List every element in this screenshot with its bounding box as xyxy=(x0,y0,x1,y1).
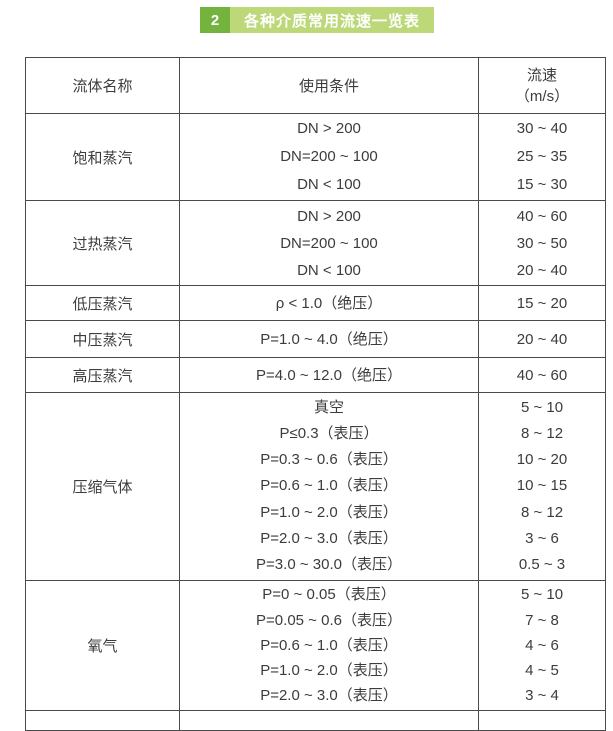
condition-line: P=0.6 ~ 1.0（表压） xyxy=(260,636,398,654)
table-header: 流体名称 使用条件 流速 （m/s） xyxy=(25,57,606,114)
condition-line: DN < 100 xyxy=(297,261,361,279)
table-row: 高压蒸汽 P=4.0 ~ 12.0（绝压） 40 ~ 60 xyxy=(25,357,606,393)
condition-line: DN=200 ~ 100 xyxy=(280,234,378,252)
condition-cell: P=4.0 ~ 12.0（绝压） xyxy=(179,357,479,393)
condition-line: DN=200 ~ 100 xyxy=(280,148,378,166)
section-header: 2 各种介质常用流速一览表 xyxy=(200,7,435,33)
velocity-line: 4 ~ 6 xyxy=(525,636,559,654)
velocity-cell: 15 ~ 20 xyxy=(478,285,606,321)
condition-line: P=2.0 ~ 3.0（表压） xyxy=(260,529,398,547)
section-title: 各种介质常用流速一览表 xyxy=(230,7,435,33)
condition-cell: 真空 P≤0.3（表压） P=0.3 ~ 0.6（表压） P=0.6 ~ 1.0（表压… xyxy=(179,392,479,581)
fluid-name-cell: 中压蒸汽 xyxy=(25,320,180,358)
velocity-line: 30 ~ 50 xyxy=(516,234,568,252)
table-row: 低压蒸汽 ρ < 1.0（绝压） 15 ~ 20 xyxy=(25,285,606,321)
condition-line: P=3.0 ~ 30.0（表压） xyxy=(256,556,402,574)
velocity-line: 15 ~ 30 xyxy=(516,175,568,193)
table-row: 氧气 P=0 ~ 0.05（表压） P=0.05 ~ 0.6（表压） P=0.6 ~ … xyxy=(25,580,606,711)
velocity-line: 4 ~ 5 xyxy=(525,662,559,680)
velocity-line: 5 ~ 10 xyxy=(520,398,564,416)
velocity-cell: 40 ~ 60 30 ~ 50 20 ~ 40 xyxy=(478,200,606,286)
table-row: 中压蒸汽 P=1.0 ~ 4.0（绝压） 20 ~ 40 xyxy=(25,320,606,358)
condition-line: DN > 200 xyxy=(297,207,361,225)
fluid-name-cell: 高压蒸汽 xyxy=(25,357,180,393)
velocity-line: 5 ~ 10 xyxy=(520,586,564,604)
velocity-line: 10 ~ 20 xyxy=(516,451,568,469)
velocity-cell: 20 ~ 40 xyxy=(478,320,606,358)
condition-line: ρ < 1.0（绝压） xyxy=(275,294,383,312)
condition-line: DN > 200 xyxy=(297,120,361,138)
velocity-line: 20 ~ 40 xyxy=(516,261,568,279)
condition-line: P=1.0 ~ 2.0（表压） xyxy=(260,503,398,521)
velocity-line: 0.5 ~ 3 xyxy=(518,556,566,574)
condition-line: P=2.0 ~ 3.0（表压） xyxy=(260,687,398,705)
velocity-cell: 5 ~ 10 7 ~ 8 4 ~ 6 4 ~ 5 3 ~ 4 xyxy=(478,580,606,711)
column-header-velocity-line2: （m/s） xyxy=(514,87,570,105)
condition-line: P=4.0 ~ 12.0（绝压） xyxy=(256,366,402,384)
velocity-line: 40 ~ 60 xyxy=(516,207,568,225)
velocity-line: 15 ~ 20 xyxy=(516,294,568,312)
velocity-line: 7 ~ 8 xyxy=(525,611,559,629)
velocity-line: 20 ~ 40 xyxy=(516,330,568,348)
column-header-fluid: 流体名称 xyxy=(25,57,180,114)
fluid-name-cell: 低压蒸汽 xyxy=(25,285,180,321)
condition-line: P=1.0 ~ 2.0（表压） xyxy=(260,662,398,680)
velocity-cell: 40 ~ 60 xyxy=(478,357,606,393)
condition-cell: P=1.0 ~ 4.0（绝压） xyxy=(179,320,479,358)
table-body: 饱和蒸汽 DN > 200 DN=200 ~ 100 DN < 100 30 ~ 40 2… xyxy=(25,113,606,731)
velocity-cell: 5 ~ 10 8 ~ 12 10 ~ 20 10 ~ 15 8 ~ 12 3 ~ 6 0.5… xyxy=(478,392,606,581)
velocity-line: 8 ~ 12 xyxy=(520,424,564,442)
velocity-line: 8 ~ 12 xyxy=(520,503,564,521)
condition-cell: P=0 ~ 0.05（表压） P=0.05 ~ 0.6（表压） P=0.6 ~ 1.… xyxy=(179,580,479,711)
fluid-name-cell: 压缩气体 xyxy=(25,392,180,581)
velocity-line: 3 ~ 4 xyxy=(525,687,559,705)
table-row: 过热蒸汽 DN > 200 DN=200 ~ 100 DN < 100 40 ~ 60 3… xyxy=(25,200,606,286)
velocity-cell: 30 ~ 40 25 ~ 35 15 ~ 30 xyxy=(478,113,606,201)
condition-line: 真空 xyxy=(313,398,344,416)
condition-cell: DN > 200 DN=200 ~ 100 DN < 100 xyxy=(179,113,479,201)
velocity-line: 10 ~ 15 xyxy=(516,477,568,495)
condition-cell: DN > 200 DN=200 ~ 100 DN < 100 xyxy=(179,200,479,286)
column-header-condition: 使用条件 xyxy=(179,57,479,114)
table-row: 饱和蒸汽 DN > 200 DN=200 ~ 100 DN < 100 30 ~ 40 2… xyxy=(25,113,606,201)
velocity-line: 30 ~ 40 xyxy=(516,120,568,138)
section-number-badge: 2 xyxy=(200,7,230,33)
fluid-name-cell: 过热蒸汽 xyxy=(25,200,180,286)
condition-line: P=0.05 ~ 0.6（表压） xyxy=(256,611,402,629)
table-header-row: 流体名称 使用条件 流速 （m/s） xyxy=(25,57,606,114)
fluid-name-cell: 氧气 xyxy=(25,580,180,711)
velocity-line: 25 ~ 35 xyxy=(516,148,568,166)
fluid-name-cell: 饱和蒸汽 xyxy=(25,113,180,201)
flow-velocity-table: 流体名称 使用条件 流速 （m/s） 饱和蒸汽 DN > 200 DN=200 ~ … xyxy=(25,57,606,731)
column-header-velocity-line1: 流速 xyxy=(526,66,557,84)
condition-line: DN < 100 xyxy=(297,175,361,193)
condition-line: P=0.3 ~ 0.6（表压） xyxy=(260,451,398,469)
column-header-velocity: 流速 （m/s） xyxy=(478,57,606,114)
velocity-line: 40 ~ 60 xyxy=(516,366,568,384)
table-row: 压缩气体 真空 P≤0.3（表压） P=0.3 ~ 0.6（表压） P=0.6 ~ 1.… xyxy=(25,392,606,581)
condition-cell: ρ < 1.0（绝压） xyxy=(179,285,479,321)
condition-line: P=0.6 ~ 1.0（表压） xyxy=(260,477,398,495)
velocity-line: 3 ~ 6 xyxy=(525,529,559,547)
condition-line: P≤0.3（表压） xyxy=(279,424,379,442)
condition-line: P=0 ~ 0.05（表压） xyxy=(262,586,396,604)
condition-line: P=1.0 ~ 4.0（绝压） xyxy=(260,330,398,348)
